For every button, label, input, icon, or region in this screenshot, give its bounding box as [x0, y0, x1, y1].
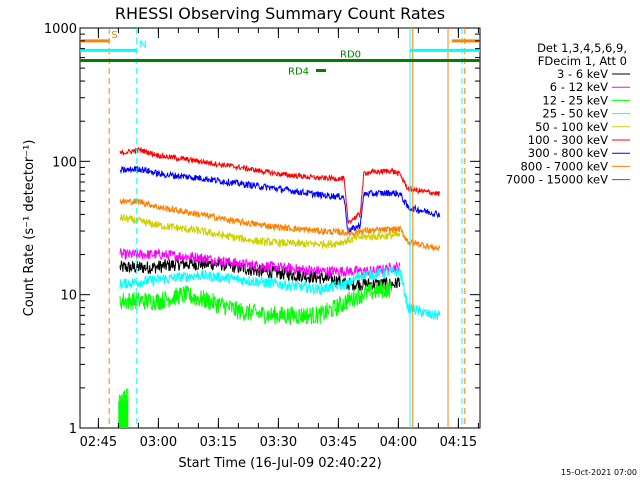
- series-line-50-100-kev: [119, 213, 401, 250]
- chart-title: RHESSI Observing Summary Count Rates: [115, 4, 445, 23]
- vertical-markers: [108, 28, 466, 428]
- legend-title-line: Det 1,3,4,5,6,9,: [537, 41, 627, 55]
- data-layer: [118, 146, 441, 428]
- attenuator-bars: S N RD0 RD4: [80, 30, 480, 78]
- series-line-3-6-kev: [119, 257, 401, 292]
- series-line-6-12-kev: [119, 247, 401, 278]
- x-axis-ticks: 02:45 03:00 03:15 03:30 03:45 04:00 04:15: [80, 28, 479, 450]
- series-line-12-25-kev: [119, 280, 393, 325]
- x-tick-label: 04:15: [440, 435, 477, 450]
- timestamp: 15-Oct-2021 07:00: [561, 468, 637, 477]
- plot-frame: [79, 27, 481, 429]
- legend-label-25-50-kev: 25 - 50 keV: [542, 107, 608, 121]
- series-line-300-800-kev: [119, 165, 441, 234]
- y-tick-label: 10: [60, 289, 77, 304]
- legend-label-6-12-kev: 6 - 12 keV: [550, 80, 608, 94]
- x-tick-label: 03:00: [140, 435, 177, 450]
- state-label-rd0: RD0: [340, 50, 361, 61]
- legend-label-800-7000-kev: 800 - 7000 keV: [520, 159, 608, 173]
- series-line-25-50-kev: [119, 266, 441, 320]
- y-axis-ticks: 1 10 100 1000: [44, 22, 480, 437]
- legend: Det 1,3,4,5,6,9,FDecim 1, Att 03 - 6 keV…: [506, 41, 630, 187]
- y-tick-label: 100: [52, 155, 77, 170]
- series-line-800-7000-kev: [119, 198, 441, 253]
- x-tick-label: 03:45: [320, 435, 357, 450]
- legend-label-12-25-kev: 12 - 25 keV: [542, 93, 608, 107]
- x-tick-label: 03:30: [260, 435, 297, 450]
- state-label-rd4: RD4: [288, 67, 309, 78]
- y-axis-label: Count Rate (s⁻¹ detector⁻¹): [22, 140, 37, 317]
- legend-label-7000-15000-kev: 7000 - 15000 keV: [506, 173, 608, 187]
- x-axis-label: Start Time (16-Jul-09 02:40:22): [178, 456, 381, 471]
- legend-title-line: FDecim 1, Att 0: [538, 54, 627, 68]
- x-tick-label: 02:45: [80, 435, 117, 450]
- y-tick-label: 1000: [44, 22, 77, 37]
- legend-label-3-6-kev: 3 - 6 keV: [557, 67, 608, 81]
- y-tick-label: 1: [69, 422, 77, 437]
- legend-label-100-300-kev: 100 - 300 keV: [528, 133, 608, 147]
- x-tick-label: 03:15: [200, 435, 237, 450]
- state-label-s: S: [111, 30, 117, 41]
- legend-label-300-800-kev: 300 - 800 keV: [528, 146, 608, 160]
- x-tick-label: 04:00: [380, 435, 417, 450]
- state-label-n: N: [139, 39, 146, 50]
- series-line-100-300-kev: [119, 146, 441, 225]
- legend-label-50-100-kev: 50 - 100 keV: [535, 120, 608, 134]
